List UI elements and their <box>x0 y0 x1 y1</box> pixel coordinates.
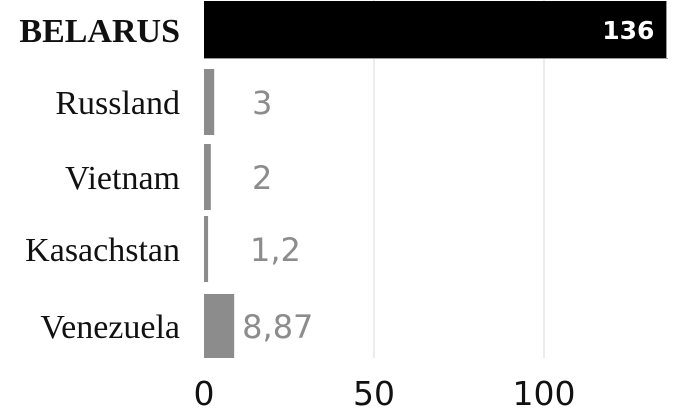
bar-russland <box>204 69 215 135</box>
value-label-kasachstan: 1,2 <box>250 231 301 269</box>
x-tick-label-100: 100 <box>513 374 576 412</box>
bar-belarus <box>204 1 667 59</box>
bar-kasachstan <box>204 216 209 282</box>
bar-venezuela <box>204 294 235 358</box>
value-label-belarus: 136 <box>602 16 654 45</box>
category-label-venezuela: Venezuela <box>40 309 180 346</box>
bar-vietnam <box>204 144 211 210</box>
category-label-belarus: BELARUS <box>19 13 180 50</box>
x-tick-label-50: 50 <box>353 374 395 412</box>
category-label-vietnam: Vietnam <box>65 160 180 197</box>
value-label-russland: 3 <box>252 84 272 122</box>
category-label-kasachstan: Kasachstan <box>25 232 180 269</box>
value-label-vietnam: 2 <box>252 159 272 197</box>
value-label-venezuela: 8,87 <box>242 308 313 346</box>
category-label-russland: Russland <box>55 85 180 122</box>
x-tick-label-0: 0 <box>194 374 215 412</box>
